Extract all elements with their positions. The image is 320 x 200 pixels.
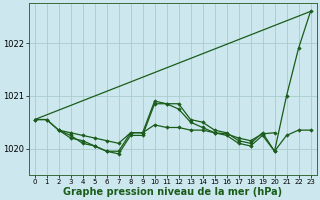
X-axis label: Graphe pression niveau de la mer (hPa): Graphe pression niveau de la mer (hPa) <box>63 187 282 197</box>
